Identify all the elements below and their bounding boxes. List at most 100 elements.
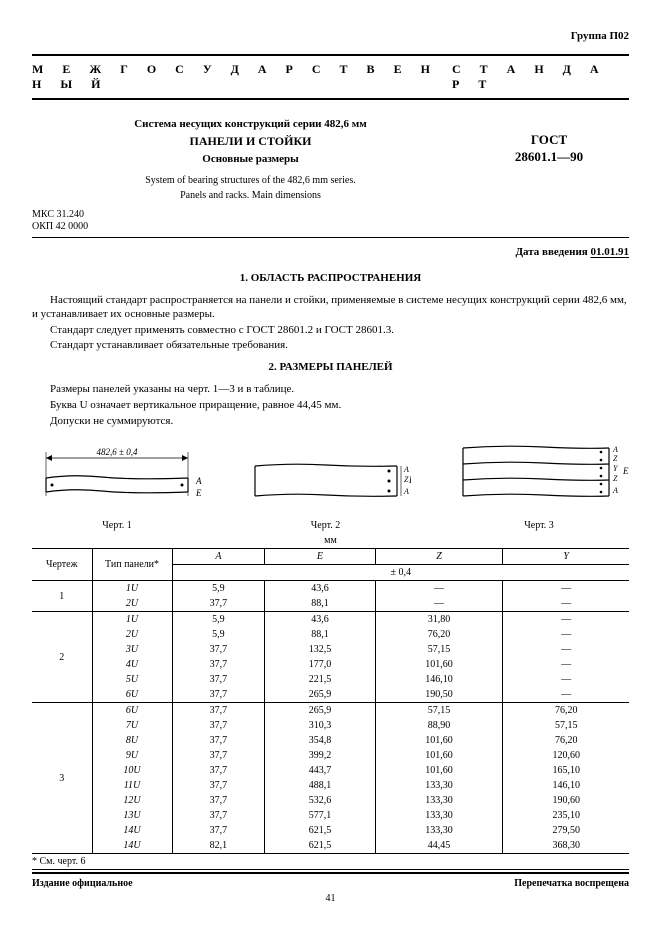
cell-A: 37,7	[172, 763, 265, 778]
cell-chert: 1	[32, 581, 92, 612]
svg-text:E: E	[195, 488, 202, 498]
cell-Z: 31,80	[375, 612, 503, 628]
cell-E: 354,8	[265, 733, 375, 748]
rule-under-classif	[32, 237, 629, 238]
header-eng2: Panels and racks. Main dimensions	[32, 190, 469, 201]
cell-Y: 165,10	[503, 763, 629, 778]
svg-text:A: A	[195, 476, 202, 486]
rule-bot	[32, 98, 629, 100]
cell-Z: 57,15	[375, 642, 503, 657]
cell-t: 8U	[92, 733, 172, 748]
cell-A: 5,9	[172, 581, 265, 597]
cell-t: 11U	[92, 778, 172, 793]
cell-t: 2U	[92, 596, 172, 612]
cell-Y: —	[503, 687, 629, 703]
cell-Z: 133,30	[375, 808, 503, 823]
cell-A: 37,7	[172, 687, 265, 703]
cell-t: 6U	[92, 703, 172, 719]
cell-Z: 57,15	[375, 703, 503, 719]
cell-A: 37,7	[172, 718, 265, 733]
header-line3: Основные размеры	[32, 153, 469, 165]
cell-Y: —	[503, 612, 629, 628]
cell-E: 399,2	[265, 748, 375, 763]
classifiers: МКС 31.240 ОКП 42 0000	[32, 209, 629, 233]
figure-3-svg: A Z Y Z A E	[449, 438, 629, 516]
col-A: A	[172, 549, 265, 565]
svg-text:E: E	[622, 466, 629, 476]
bottom-row: Издание официальное Перепечатка воспреще…	[32, 872, 629, 889]
figure-1-svg: 482,6 ± 0,4 A E	[32, 446, 202, 516]
cell-E: 265,9	[265, 687, 375, 703]
header-left: Система несущих конструкций серии 482,6 …	[32, 118, 469, 201]
cell-A: 37,7	[172, 793, 265, 808]
table-row: 6U37,7265,9190,50—	[32, 687, 629, 703]
svg-text:Z: Z	[613, 454, 618, 463]
figure-2-svg: A Z A E	[241, 446, 411, 516]
figure-3-caption: Черт. 3	[449, 520, 629, 531]
cell-Z: 101,60	[375, 657, 503, 672]
cell-t: 13U	[92, 808, 172, 823]
cell-A: 5,9	[172, 612, 265, 628]
cell-A: 37,7	[172, 778, 265, 793]
cell-Y: 120,60	[503, 748, 629, 763]
cell-t: 10U	[92, 763, 172, 778]
svg-text:A: A	[403, 487, 409, 496]
cell-t: 3U	[92, 642, 172, 657]
table-footnote: * См. черт. 6	[32, 854, 629, 870]
table-row: 14U82,1621,544,45368,30	[32, 838, 629, 854]
table-row: 9U37,7399,2101,60120,60	[32, 748, 629, 763]
table-row: 12U37,7532,6133,30190,60	[32, 793, 629, 808]
cell-t: 7U	[92, 718, 172, 733]
cell-A: 82,1	[172, 838, 265, 854]
table-row: 5U37,7221,5146,10—	[32, 672, 629, 687]
dimensions-table: Чертеж Тип панели* A E Z Y ± 0,4 11U5,94…	[32, 548, 629, 854]
header-line2: ПАНЕЛИ И СТОЙКИ	[32, 134, 469, 149]
tolerance-row: ± 0,4	[172, 565, 629, 581]
cell-Z: 133,30	[375, 793, 503, 808]
gost-label: ГОСТ	[469, 132, 629, 149]
cell-Z: —	[375, 596, 503, 612]
cell-E: 88,1	[265, 596, 375, 612]
cell-E: 488,1	[265, 778, 375, 793]
cell-Z: 44,45	[375, 838, 503, 854]
cell-E: 43,6	[265, 612, 375, 628]
cell-t: 4U	[92, 657, 172, 672]
cell-E: 88,1	[265, 627, 375, 642]
table-row: 2U5,988,176,20—	[32, 627, 629, 642]
cell-Z: 76,20	[375, 627, 503, 642]
cell-Y: 146,10	[503, 778, 629, 793]
table-row: 36U37,7265,957,1576,20	[32, 703, 629, 719]
cell-E: 265,9	[265, 703, 375, 719]
cell-E: 577,1	[265, 808, 375, 823]
cell-A: 37,7	[172, 733, 265, 748]
col-type: Тип панели*	[92, 549, 172, 581]
page-number: 41	[32, 893, 629, 904]
cell-A: 5,9	[172, 627, 265, 642]
col-chert: Чертеж	[32, 549, 92, 581]
cell-Z: 101,60	[375, 733, 503, 748]
section2-p1: Размеры панелей указаны на черт. 1—3 и в…	[32, 383, 629, 397]
section1-title: 1. ОБЛАСТЬ РАСПРОСТРАНЕНИЯ	[32, 272, 629, 284]
cell-A: 37,7	[172, 703, 265, 719]
cell-A: 37,7	[172, 596, 265, 612]
cell-Z: 101,60	[375, 763, 503, 778]
header-block: Система несущих конструкций серии 482,6 …	[32, 108, 629, 201]
cell-E: 221,5	[265, 672, 375, 687]
group-label: Группа П02	[32, 30, 629, 42]
cell-E: 132,5	[265, 642, 375, 657]
cell-Z: 133,30	[375, 778, 503, 793]
table-row: 2U37,788,1——	[32, 596, 629, 612]
cell-E: 443,7	[265, 763, 375, 778]
okp-code: ОКП 42 0000	[32, 221, 629, 233]
cell-chert: 3	[32, 703, 92, 854]
section2-title: 2. РАЗМЕРЫ ПАНЕЛЕЙ	[32, 361, 629, 373]
cell-t: 1U	[92, 581, 172, 597]
banner-right: С Т А Н Д А Р Т	[452, 62, 629, 92]
col-Z: Z	[375, 549, 503, 565]
cell-Y: —	[503, 657, 629, 672]
col-Y: Y	[503, 549, 629, 565]
cell-A: 37,7	[172, 748, 265, 763]
cell-Y: —	[503, 627, 629, 642]
svg-text:A: A	[612, 486, 618, 495]
mm-label: мм	[32, 535, 629, 546]
